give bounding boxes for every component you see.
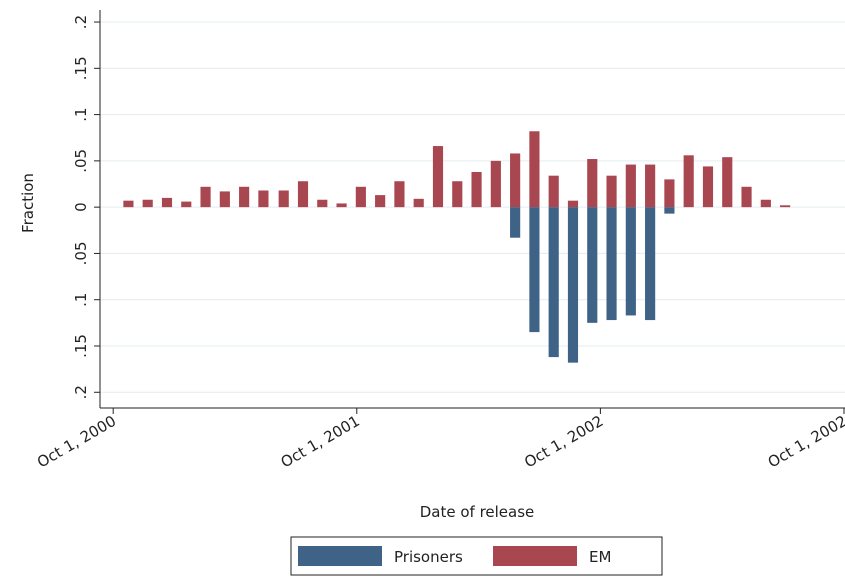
bar [239,186,250,208]
bar [297,181,309,208]
bar [722,157,733,208]
bar [471,171,482,208]
bar [606,207,617,321]
y-tick-label: .05 [72,149,90,173]
bar [702,166,714,208]
bar [258,190,269,208]
bar [336,203,347,208]
bar [317,199,328,208]
legend-label: Prisoners [394,548,463,566]
bar [529,207,540,333]
bar [123,200,134,208]
y-tick-label: .2 [72,15,90,29]
bar [278,190,289,208]
x-tick-label: Oct 1, 2002 [765,412,845,472]
bar [181,201,192,208]
x-tick-label: Oct 1, 2002 [521,412,606,472]
bar [161,197,173,208]
bar [780,205,791,208]
bar [567,207,579,363]
x-tick-label: Oct 1, 2001 [278,412,363,472]
bar [375,195,386,208]
bar [452,181,463,208]
bar [741,186,752,208]
legend-swatch [298,546,382,566]
bar [548,175,559,208]
y-tick-label: .15 [72,334,90,358]
x-axis-title: Date of release [420,503,535,521]
bar [625,207,636,316]
bar [219,191,230,208]
y-tick-label: .2 [72,385,90,399]
y-tick-label: 0 [72,202,90,212]
legend-swatch [493,546,577,566]
bar [606,175,617,208]
y-tick-label: .1 [72,107,90,121]
bar [760,199,771,208]
bar [587,159,598,208]
bar [413,198,424,208]
bar [142,199,153,208]
bar [510,153,521,208]
y-tick-label: .1 [72,293,90,307]
bar [664,207,675,214]
bar [683,155,694,208]
bar [200,186,211,208]
y-tick-label: .05 [72,241,90,265]
bar [394,181,405,208]
y-tick-label: .15 [72,56,90,80]
bar [490,160,501,208]
bar [664,179,675,208]
bar [645,164,656,208]
bar [432,146,444,208]
bar [625,164,636,208]
bar [567,200,579,208]
bar [587,207,598,323]
y-axis-title: Fraction [19,173,37,233]
bar [355,186,366,208]
x-tick-label: Oct 1, 2000 [34,412,119,472]
bar [548,207,559,358]
bar [645,207,656,321]
bar [529,131,540,208]
bar [510,207,521,238]
legend-label: EM [589,548,611,566]
